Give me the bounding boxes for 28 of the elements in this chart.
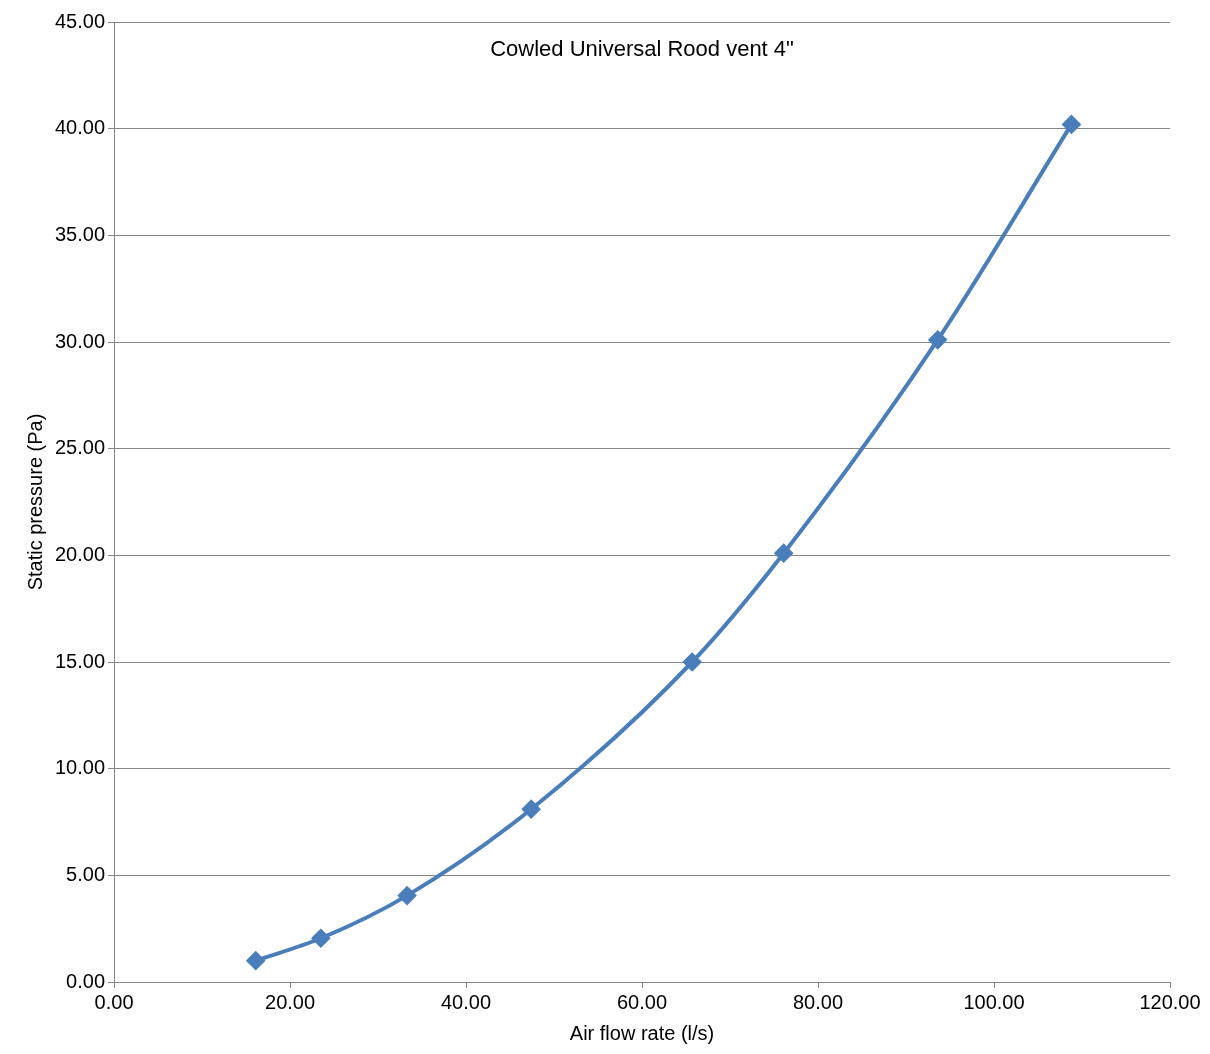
point	[246, 951, 265, 970]
x-tick-label: 40.00	[441, 990, 492, 1013]
point	[311, 929, 330, 948]
y-tick-label: 20.00	[54, 542, 106, 565]
y-tick-label: 10.00	[54, 756, 106, 779]
x-tick-label: 80.00	[792, 990, 844, 1013]
y-tick-label: 35.00	[54, 222, 106, 245]
point	[398, 886, 417, 905]
x-axis-title: Air flow rate (l/s)	[569, 1021, 715, 1044]
point	[1062, 115, 1081, 134]
y-tick-label: 0.00	[66, 969, 106, 992]
x-tick-label: 0.00	[94, 990, 134, 1013]
point	[928, 330, 947, 349]
text: Cowled Universal Rood vent 4"	[490, 36, 794, 62]
y-tick-label: 40.00	[54, 116, 106, 139]
point	[522, 800, 541, 819]
y-tick-label: 25.00	[54, 436, 106, 459]
point	[774, 544, 793, 563]
y-tick-label: 45.00	[54, 9, 106, 32]
x-tick-label: 20.00	[265, 990, 316, 1013]
x-tick-label: 100.00	[963, 990, 1025, 1013]
x-tick-label: 120.00	[1139, 990, 1201, 1013]
y-tick-label: 30.00	[54, 329, 106, 352]
y-tick-label: 5.00	[66, 862, 106, 885]
point	[683, 653, 702, 671]
y-tick-label: 15.00	[54, 649, 106, 672]
x-tick-label: 60.00	[616, 990, 668, 1013]
y-axis-title: Static pressure (Pa)	[23, 413, 46, 591]
